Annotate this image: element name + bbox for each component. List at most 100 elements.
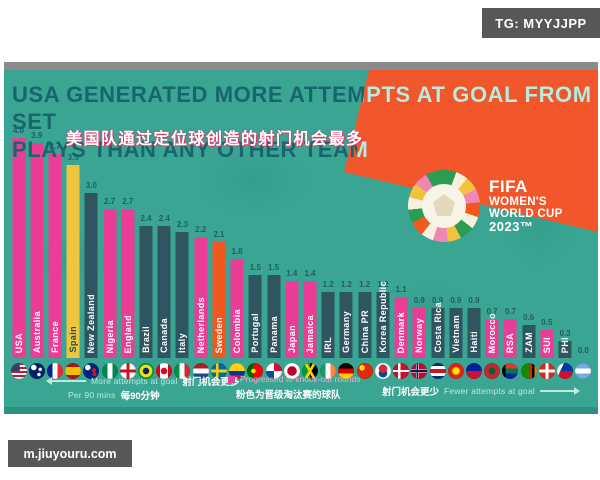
poster-content: FIFA WOMEN'S WORLD CUP 2023™ USA GENERAT…	[4, 70, 598, 414]
logo-year: 2023™	[489, 219, 534, 235]
nigeria-flag	[101, 363, 118, 379]
logo-fifa: FIFA	[489, 177, 528, 197]
argentina-flag	[575, 363, 592, 379]
bar-slot-italy: 2.3 Italy	[174, 126, 191, 379]
bottom-teal-band	[4, 407, 598, 414]
bar-value: 0.0	[577, 346, 589, 355]
bar-slot-phi: 0.3 PHI	[557, 126, 574, 379]
team-label: China PR	[359, 309, 370, 353]
bar-slot-norway: 0.9 Norway	[411, 126, 428, 379]
bar-value: 1.2	[322, 280, 334, 289]
legend-progressed-zh-row: 粉色为晋级淘汰赛的球队	[236, 387, 341, 401]
jamaica-flag	[302, 363, 318, 379]
bar-value: 0.6	[523, 313, 535, 322]
bar	[30, 143, 44, 358]
bar-slot-jamaica: 1.4 Jamaica	[302, 126, 319, 379]
bar-value: 1.5	[249, 263, 261, 272]
bar	[540, 330, 554, 358]
bar-value: 1.2	[377, 280, 389, 289]
bar-slot-haiti: 0.9 Haiti	[465, 126, 482, 379]
bar-slot-england: 2.7 England	[119, 126, 136, 379]
pink-swatch-icon	[228, 375, 235, 383]
legend-progressed-zh: 粉色为晋级淘汰赛的球队	[236, 390, 341, 401]
bar	[157, 226, 171, 358]
subtitle-chinese: 美国队通过定位球创造的射门机会最多	[66, 131, 364, 148]
bar-slot-zam: 0.6 ZAM	[520, 126, 537, 379]
bar	[103, 209, 117, 358]
bar-value: 0.9	[413, 296, 425, 305]
norway-flag	[411, 363, 428, 379]
bar-value: 0.5	[541, 318, 553, 327]
fifa-wwc-logo: FIFA WOMEN'S WORLD CUP 2023™	[408, 170, 563, 242]
south-africa-flag	[502, 363, 519, 379]
team-label: Jamaica	[305, 314, 315, 353]
bar	[12, 138, 25, 358]
china-flag	[356, 363, 373, 379]
bar	[194, 237, 208, 358]
team-label: PHI	[560, 336, 571, 353]
headline: USA GENERATED MORE ATTEMPTS AT GOAL FROM…	[12, 81, 596, 163]
portugal-flag	[247, 363, 264, 379]
bar	[431, 308, 445, 358]
team-label: Japan	[286, 324, 297, 353]
bar-slot-denmark: 1.1 Denmark	[393, 126, 410, 379]
bar	[412, 308, 426, 358]
vietnam-flag	[447, 363, 464, 379]
bar	[285, 281, 299, 358]
morocco-flag	[484, 363, 501, 379]
japan-flag	[283, 363, 300, 379]
bar-value: 2.4	[140, 214, 152, 223]
usa-flag	[10, 363, 27, 379]
spain-flag	[65, 363, 82, 379]
bar	[230, 259, 244, 358]
team-label: Colombia	[232, 308, 243, 353]
team-label: RSA	[505, 332, 516, 353]
bar	[522, 325, 536, 358]
ireland-flag	[320, 363, 337, 379]
bar	[248, 275, 262, 358]
bar-slot-nigeria: 2.7 Nigeria	[101, 126, 118, 379]
team-label: Nigeria	[104, 319, 115, 353]
bar-slot-morocco: 0.7 Morocco	[484, 126, 501, 379]
bar-value: 2.7	[122, 197, 134, 206]
bar-value: 1.4	[304, 269, 316, 278]
team-label: USA	[13, 332, 24, 353]
bar	[139, 226, 153, 358]
bar-slot-korea-republic: 1.2 Korea Republic	[374, 126, 391, 379]
legend-per90: Per 90 mins 每90分钟	[68, 388, 160, 402]
legend-progressed-en: Progressed to knock-out rounds	[240, 374, 361, 384]
bar-value: 1.5	[268, 263, 280, 272]
infographic-poster: FIFA WOMEN'S WORLD CUP 2023™ USA GENERAT…	[4, 62, 598, 414]
legend-per90-en: Per 90 mins	[68, 390, 116, 400]
sweden-flag	[210, 363, 227, 379]
bar-slot-panama: 1.5 Panama	[265, 126, 282, 379]
bar-slot-spain: 3.5 Spain	[65, 126, 82, 379]
bar-value: 0.3	[559, 329, 571, 338]
team-label: Denmark	[396, 311, 407, 353]
canada-flag	[156, 363, 173, 379]
bar-value: 1.2	[359, 280, 371, 289]
team-label: Portugal	[250, 313, 261, 353]
team-label: Morocco	[487, 312, 498, 353]
team-label: ZAM	[523, 332, 534, 353]
bar-value: 2.3	[176, 220, 189, 229]
bar	[394, 297, 408, 358]
legend-per90-zh: 每90分钟	[120, 391, 160, 402]
brazil-flag	[138, 363, 155, 379]
arrow-left-icon	[46, 377, 86, 385]
bar-slot-sweden: 2.1 Sweden	[210, 126, 227, 379]
bar-slot-canada: 2.4 Canada	[156, 126, 173, 379]
team-label: Italy	[177, 332, 188, 353]
colombia-flag	[229, 363, 246, 379]
bar-value: 0.9	[468, 296, 480, 305]
bar-value: 4.0	[12, 126, 25, 135]
bar-slot-portugal: 1.5 Portugal	[247, 126, 264, 379]
bar-slot-argentina-flag: 0.0	[575, 126, 592, 379]
bar	[503, 319, 517, 358]
australia-flag	[28, 363, 45, 379]
telegram-watermark: TG: MYYJJPP	[482, 8, 600, 38]
france-flag	[46, 363, 63, 379]
headline-dark: USA GENERATED MORE ATTEMPTS AT GOAL FROM…	[12, 81, 596, 163]
team-label: New Zealand	[86, 293, 97, 353]
bar-value: 2.2	[195, 225, 207, 234]
